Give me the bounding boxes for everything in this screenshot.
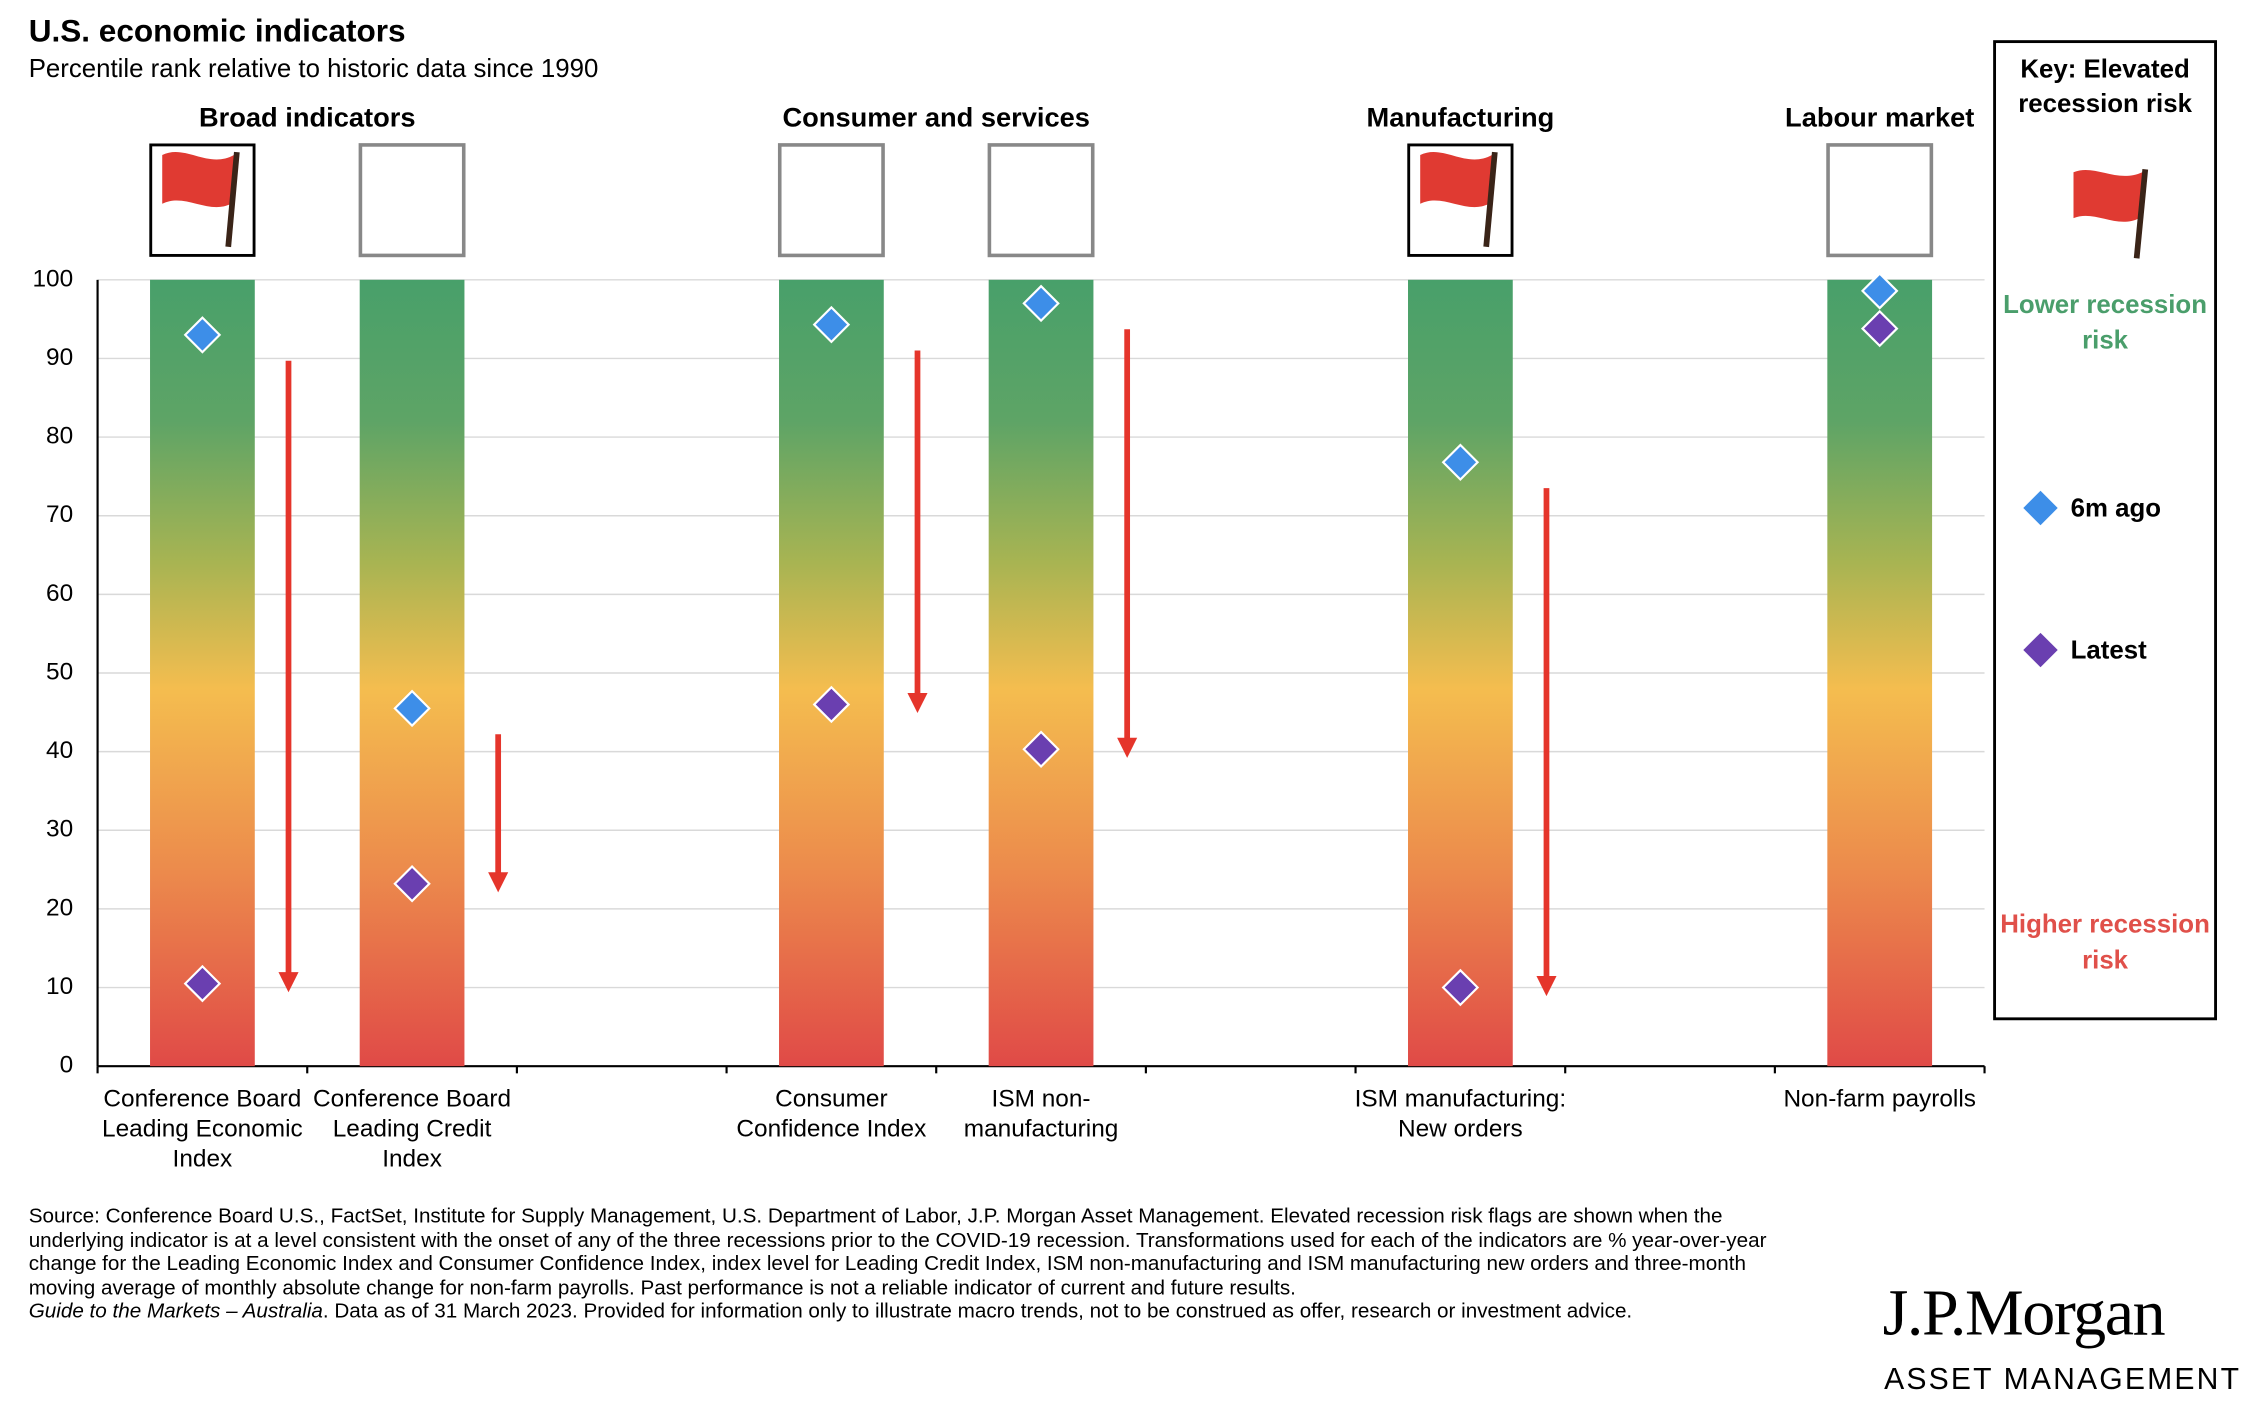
y-tick-label: 0 [60, 1052, 74, 1079]
risk-bar [1408, 279, 1513, 1067]
risk-bar [988, 279, 1094, 1067]
x-tick-label: Conference Board Leading Credit Index [313, 1084, 512, 1173]
dot-0 [393, 689, 431, 728]
source-note: Source: Conference Board U.S., FactSet, … [28, 1205, 1767, 1300]
key-lower: Lower recession risk [2003, 289, 2207, 354]
dot-1 [183, 964, 222, 1003]
flag-box [777, 143, 885, 258]
dot-1 [393, 864, 431, 903]
dot-0 [1860, 272, 1899, 310]
risk-bar [1827, 279, 1933, 1067]
disclaimer: Guide to the Markets – Australia. Data a… [29, 1300, 1808, 1324]
flag [162, 151, 234, 208]
legend-label: 6m ago [2070, 493, 2162, 523]
change-arrow-head [488, 872, 509, 893]
y-tick-label: 10 [46, 973, 73, 1000]
flag [1420, 151, 1492, 208]
dot-1 [812, 685, 851, 724]
x-tick-label: Consumer Confidence Index [736, 1084, 927, 1143]
key-higher: Higher recession risk [2000, 909, 2210, 974]
risk-bar [779, 279, 884, 1067]
dot-1 [1441, 968, 1480, 1007]
dot-0 [812, 305, 851, 344]
legend: Key: Elevated recession risk Lower reces… [1993, 40, 2217, 1021]
flag-box [358, 143, 466, 258]
change-arrow-head [907, 692, 928, 714]
dot-1 [1022, 730, 1060, 769]
footnote: Source: Conference Board U.S., FactSet, … [29, 1205, 1808, 1323]
dot-1 [1860, 309, 1899, 348]
disclaimer-text: . Data as of 31 March 2023. Provided for… [322, 1300, 1633, 1324]
change-arrow-head [278, 972, 299, 993]
guide-title: Guide to the Markets – Australia [28, 1300, 323, 1324]
legend-label: Latest [2070, 635, 2147, 665]
x-tick-label: ISM non-manufacturing [963, 1084, 1119, 1143]
group-title: Consumer and services [782, 101, 1089, 132]
chart-title: U.S. economic indicators [29, 12, 406, 48]
logo-sub: ASSET MANAGEMENT [1884, 1363, 2242, 1397]
legend-diamond [2023, 632, 2058, 668]
y-tick-label: 60 [46, 580, 73, 607]
legend-diamond [2023, 490, 2058, 526]
chart-subtitle: Percentile rank relative to historic dat… [29, 55, 599, 83]
legend-marker [2023, 490, 2058, 526]
y-tick-label: 90 [46, 344, 73, 371]
x-tick-label: Conference Board Leading Economic Index [102, 1084, 303, 1173]
change-arrow-head [1536, 976, 1557, 997]
legend-marker [2023, 632, 2058, 668]
risk-bar [359, 279, 465, 1067]
y-tick-label: 40 [46, 737, 73, 764]
flag-pole [225, 151, 240, 248]
y-tick-label: 100 [33, 265, 74, 292]
logo: J.P.Morgan [1882, 1275, 2166, 1349]
flag-box [1826, 143, 1934, 258]
dot-0 [183, 316, 222, 354]
y-tick-label: 50 [46, 658, 73, 685]
flag-pole [1483, 151, 1498, 248]
y-tick-label: 70 [46, 501, 73, 528]
group-title: Labour market [1785, 101, 1974, 132]
flag-box [987, 143, 1095, 258]
group-title: Broad indicators [199, 101, 416, 132]
y-tick-label: 80 [46, 423, 73, 450]
y-tick-label: 30 [46, 816, 73, 843]
key-title: Key: Elevated recession risk [2018, 54, 2192, 118]
key-flag [2073, 169, 2149, 259]
dot-0 [1441, 443, 1480, 481]
x-tick-label: Non-farm payrolls [1783, 1084, 1976, 1113]
group-title: Manufacturing [1367, 101, 1555, 132]
change-arrow-head [1117, 737, 1138, 758]
y-tick-label: 20 [46, 894, 73, 921]
dot-0 [1022, 284, 1060, 323]
x-tick-label: ISM manufacturing: New orders [1354, 1084, 1567, 1143]
risk-bar [150, 279, 255, 1067]
